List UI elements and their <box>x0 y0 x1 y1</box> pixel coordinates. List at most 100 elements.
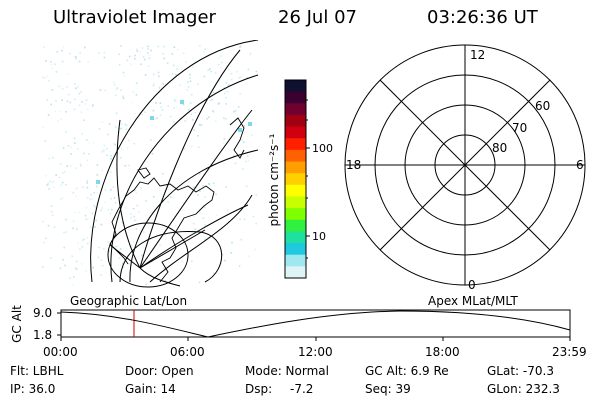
emission-pixel <box>113 143 115 145</box>
emission-pixel <box>169 115 172 118</box>
emission-pixel <box>227 45 230 48</box>
emission-pixel <box>121 148 123 151</box>
emission-pixel <box>230 78 233 81</box>
emission-pixel <box>147 52 149 54</box>
emission-pixel <box>50 61 52 63</box>
emission-pixel <box>125 124 128 127</box>
emission-pixel <box>202 217 205 219</box>
emission-pixel <box>92 142 95 144</box>
emission-pixel <box>98 246 101 249</box>
emission-pixel <box>164 280 166 282</box>
emission-pixel <box>246 118 249 121</box>
emission-pixel <box>123 74 125 77</box>
emission-pixel <box>194 228 197 231</box>
x-tick-0600: 06:00 <box>170 345 205 359</box>
emission-pixel <box>187 81 189 83</box>
emission-pixel <box>162 53 165 55</box>
emission-pixel <box>48 188 50 190</box>
emission-pixel <box>69 101 72 104</box>
emission-pixel <box>247 160 250 162</box>
emission-pixel <box>231 241 233 244</box>
emission-pixel <box>220 55 222 57</box>
emission-pixel <box>198 281 201 284</box>
emission-pixel <box>55 71 58 73</box>
x-tick-2359: 23:59 <box>552 345 587 359</box>
emission-pixel <box>85 270 87 272</box>
emission-pixel <box>103 247 105 250</box>
emission-pixel <box>77 85 79 88</box>
emission-pixel <box>122 71 125 74</box>
emission-pixel <box>161 193 163 196</box>
emission-pixel <box>199 45 201 47</box>
emission-pixel <box>52 181 54 183</box>
meridian-4 <box>116 119 141 269</box>
emission-pixel <box>66 72 69 75</box>
emission-pixel <box>197 194 199 196</box>
emission-pixel <box>192 222 195 225</box>
emission-pixel <box>63 246 65 249</box>
emission-pixel <box>239 76 242 78</box>
emission-pixel <box>147 45 149 48</box>
timeline-ticks <box>57 312 571 341</box>
emission-pixel <box>150 139 152 141</box>
emission-pixel <box>247 68 250 71</box>
emission-pixel <box>212 91 215 94</box>
info-seq: Seq: 39 <box>365 382 411 396</box>
mlat-label-60: 60 <box>535 99 550 113</box>
emission-pixel <box>88 141 91 144</box>
emission-pixel <box>96 185 98 188</box>
emission-pixel <box>122 266 125 268</box>
emission-pixel <box>85 207 88 209</box>
coastline-island-1 <box>229 117 245 159</box>
emission-pixel <box>221 61 223 64</box>
emission-pixel <box>86 236 88 239</box>
emission-pixel <box>42 126 44 129</box>
emission-pixel <box>94 206 97 209</box>
emission-pixel <box>51 89 54 91</box>
emission-pixel <box>60 118 62 120</box>
emission-pixel <box>181 259 183 262</box>
emission-pixel <box>164 189 166 192</box>
emission-pixel <box>103 144 106 147</box>
info-gain: Gain: 14 <box>125 382 176 396</box>
emission-pixel <box>227 84 230 86</box>
emission-pixel <box>152 84 155 87</box>
emission-pixel <box>202 185 204 187</box>
emission-pixel <box>192 66 194 68</box>
info-ip: IP: 36.0 <box>10 382 56 396</box>
emission-pixel <box>190 93 193 96</box>
emission-pixel <box>226 209 229 211</box>
emission-pixel <box>92 104 94 106</box>
emission-pixel <box>230 72 233 75</box>
emission-pixel <box>84 103 87 105</box>
emission-pixel <box>193 216 195 218</box>
mlt-label-12: 12 <box>470 48 485 62</box>
emission-pixel <box>225 118 227 120</box>
emission-pixel <box>171 73 174 75</box>
emission-pixel <box>115 94 117 97</box>
emission-pixel <box>110 155 112 157</box>
emission-pixel <box>104 189 107 191</box>
emission-pixel <box>130 217 132 219</box>
emission-pixel <box>89 198 91 201</box>
emission-pixel <box>95 219 97 222</box>
emission-pixel-bright <box>96 180 100 184</box>
emission-pixel <box>122 262 124 265</box>
emission-pixel <box>136 82 138 84</box>
emission-pixel-bright <box>180 100 184 104</box>
emission-pixel <box>212 110 214 112</box>
emission-pixel <box>204 238 207 241</box>
emission-pixel <box>141 254 143 257</box>
emission-pixel <box>104 89 107 92</box>
emission-pixel <box>233 155 235 157</box>
emission-pixel <box>133 215 135 218</box>
emission-pixel <box>133 142 136 145</box>
emission-pixel <box>86 139 88 141</box>
emission-pixel <box>48 157 50 160</box>
mlt-label-0: 0 <box>468 278 476 292</box>
emission-pixel <box>170 196 172 198</box>
emission-pixel <box>206 118 208 120</box>
emission-pixel <box>119 248 122 250</box>
emission-pixel <box>62 45 65 48</box>
emission-pixel <box>65 231 68 233</box>
